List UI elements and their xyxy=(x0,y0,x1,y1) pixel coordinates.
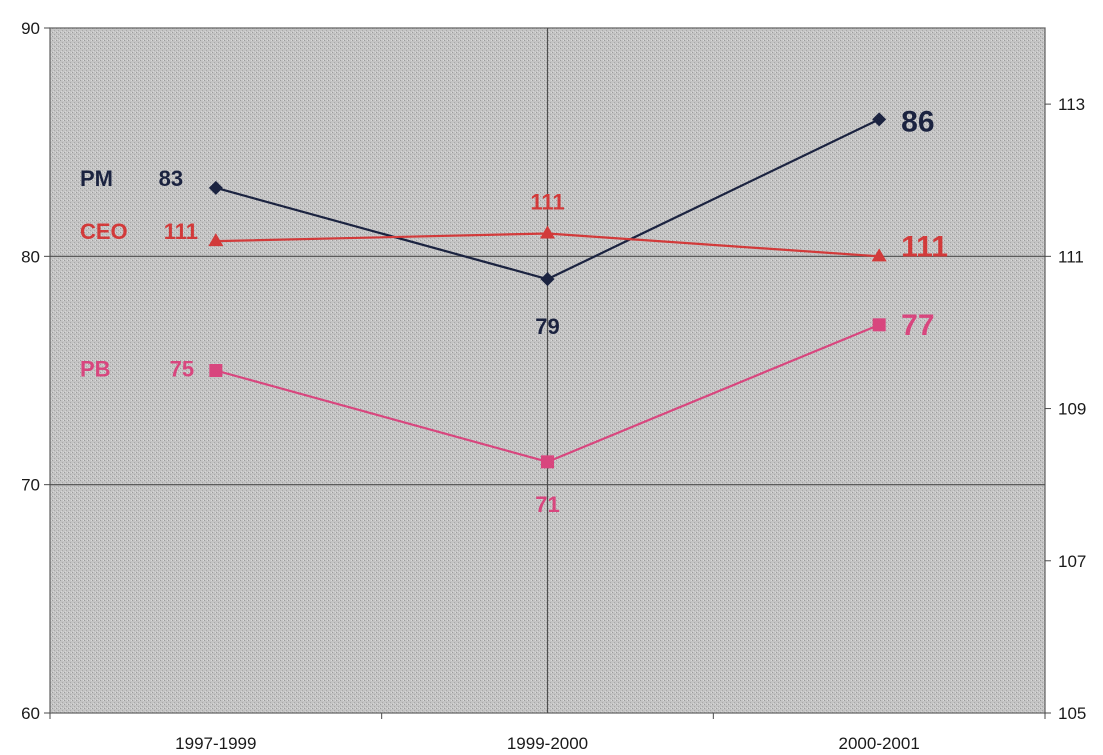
pb-series-name: PB xyxy=(80,357,111,382)
pb-data-label: 75 xyxy=(170,357,194,382)
y-right-tick-label: 107 xyxy=(1058,552,1086,571)
y-right-tick-label: 111 xyxy=(1058,247,1084,266)
y-right-tick-label: 109 xyxy=(1058,400,1086,419)
x-tick-label: 1997-1999 xyxy=(175,734,256,753)
y-left-tick-label: 80 xyxy=(21,247,40,266)
pb-point-marker xyxy=(209,364,223,377)
y-left-tick-label: 60 xyxy=(21,704,40,723)
ceo-point-marker xyxy=(540,225,555,239)
y-left-tick-label: 90 xyxy=(21,19,40,38)
ceo-series-name: CEO xyxy=(80,219,128,244)
axes: 60 70 80 90 105 107 109 111 113 1997-1999 1999-200… xyxy=(21,19,1086,753)
y-right-tick-label: 113 xyxy=(1058,95,1085,114)
pm-data-label: 79 xyxy=(535,314,559,339)
ceo-data-label: 111 xyxy=(901,230,948,263)
pm-point-marker xyxy=(208,180,223,195)
y-right-tick-label: 105 xyxy=(1058,704,1086,723)
pb-point-marker xyxy=(541,455,554,469)
series-ceo: 111 111 111 CEO xyxy=(80,190,948,264)
pm-series-name: PM xyxy=(80,166,113,191)
pm-point-marker xyxy=(540,272,555,287)
ceo-point-marker xyxy=(871,248,887,262)
series-pm: 83 79 86 PM xyxy=(80,105,935,339)
pm-data-label: 86 xyxy=(901,105,934,138)
y-left-tick-label: 70 xyxy=(21,476,40,495)
pb-data-label: 77 xyxy=(901,309,934,342)
pb-point-marker xyxy=(872,318,886,332)
x-tick-label: 2000-2001 xyxy=(839,734,920,753)
pm-data-label: 83 xyxy=(159,166,183,191)
pb-data-label: 71 xyxy=(535,492,559,517)
ceo-data-label: 111 xyxy=(164,219,198,244)
series-pb: 75 71 77 PB xyxy=(80,309,935,517)
ceo-data-label: 111 xyxy=(530,190,564,215)
x-tick-label: 1999-2000 xyxy=(507,734,588,753)
pm-point-marker xyxy=(872,112,887,127)
ceo-point-marker xyxy=(208,233,224,247)
series-layer: 83 79 86 PM 111 111 111 CEO 75 71 77 PB xyxy=(80,105,948,517)
